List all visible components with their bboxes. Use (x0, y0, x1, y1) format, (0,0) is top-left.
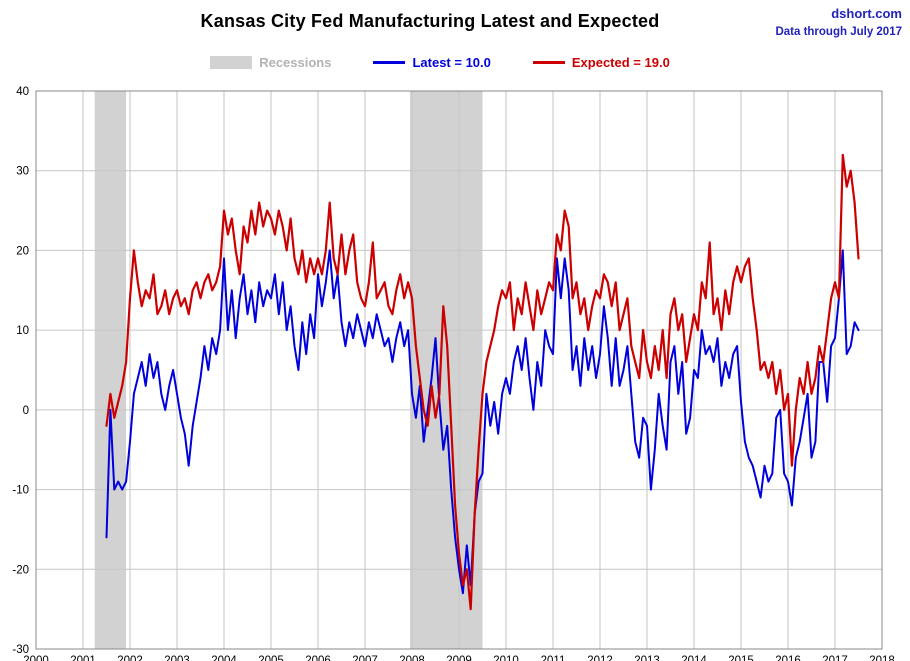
x-tick-label: 2017 (822, 655, 848, 661)
recession-band (94, 91, 127, 649)
x-tick-label: 2004 (211, 655, 237, 661)
series-line-expected (105, 153, 860, 611)
chart-legend: Recessions Latest = 10.0 Expected = 19.0 (0, 55, 880, 70)
recession-band (410, 91, 483, 649)
y-tick-label: 20 (16, 245, 29, 257)
x-tick-label: 2007 (352, 655, 378, 661)
x-tick-label: 2006 (305, 655, 331, 661)
legend-recessions-label: Recessions (259, 55, 332, 70)
source-block: dshort.com Data through July 2017 (775, 5, 902, 41)
legend-latest-label: Latest = 10.0 (412, 55, 491, 70)
legend-expected-label: Expected = 19.0 (571, 55, 670, 70)
y-tick-label: -10 (12, 485, 29, 497)
plot-border (35, 90, 883, 650)
latest-line-swatch (373, 61, 406, 64)
x-tick-label: 2015 (728, 655, 754, 661)
x-tick-label: 2005 (258, 655, 284, 661)
x-tick-label: 2016 (775, 655, 801, 661)
x-tick-label: 2008 (399, 655, 425, 661)
x-tick-label: 2010 (493, 655, 519, 661)
series-line-latest (105, 249, 860, 595)
y-tick-label: 40 (16, 86, 29, 98)
legend-item-recessions: Recessions (210, 55, 331, 70)
y-tick-label: -30 (12, 644, 29, 656)
legend-item-expected: Expected = 19.0 (532, 55, 670, 70)
chart-title: Kansas City Fed Manufacturing Latest and… (200, 11, 660, 31)
x-tick-label: 2002 (117, 655, 143, 661)
y-tick-label: 10 (16, 325, 29, 337)
x-tick-label: 2014 (681, 655, 707, 661)
legend-item-latest: Latest = 10.0 (373, 55, 491, 70)
recession-swatch (210, 56, 253, 69)
y-tick-label: 30 (16, 166, 29, 178)
y-tick-label: 0 (23, 405, 29, 417)
x-tick-label: 2012 (587, 655, 613, 661)
x-tick-label: 2009 (446, 655, 472, 661)
y-tick-label: -20 (12, 564, 29, 576)
x-tick-label: 2011 (541, 655, 566, 661)
data-through-label: Data through July 2017 (775, 25, 902, 38)
x-tick-label: 2018 (869, 655, 895, 661)
x-tick-label: 2000 (23, 655, 49, 661)
x-tick-label: 2001 (70, 655, 96, 661)
x-tick-label: 2003 (164, 655, 190, 661)
expected-line-swatch (532, 61, 565, 64)
x-tick-label: 2013 (634, 655, 660, 661)
source-link[interactable]: dshort.com (831, 6, 902, 21)
